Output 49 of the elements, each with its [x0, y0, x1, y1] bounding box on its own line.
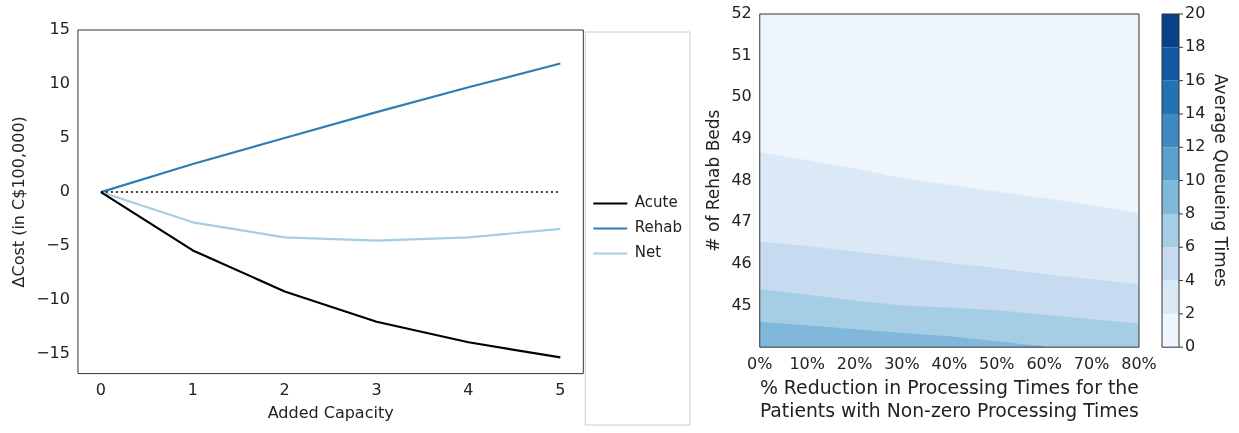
y-tick-label: 51 [731, 44, 752, 64]
color-bar-label: 18 [1185, 36, 1206, 56]
color-bar-label: 0 [1185, 336, 1196, 356]
color-bar-label: 14 [1185, 103, 1206, 123]
y-tick-label: 52 [731, 3, 752, 23]
x-tick-label: 70% [1073, 353, 1110, 373]
y-tick-label: −15 [36, 343, 70, 363]
x-tick-label: 2 [279, 380, 290, 400]
y-tick-label: 15 [49, 19, 70, 39]
x-tick-label: 20% [836, 353, 873, 373]
color-bar-label: 6 [1185, 236, 1196, 256]
legend-label: Net [634, 243, 662, 262]
y-axis-title: ΔCost (in C$100,000) [8, 116, 28, 288]
x-axis-title: Added Capacity [267, 402, 394, 422]
color-bar-label: 12 [1185, 136, 1206, 156]
color-bar-title: Average Queueing Times [1210, 73, 1231, 288]
x-tick-label: 10% [789, 353, 825, 373]
x-axis-title: % Reduction in Processing Times for the Patients with Non-zero Processing Times [759, 375, 1139, 421]
x-tick-label: 0 [95, 380, 107, 400]
y-tick-label: 0 [59, 181, 70, 201]
x-tick-label: 5 [555, 380, 566, 400]
color-bar-label: 16 [1185, 69, 1206, 89]
x-tick-label: 0% [747, 353, 773, 373]
y-tick-label: 5 [59, 127, 70, 147]
y-axis-title: # of Rehab Beds [702, 109, 723, 252]
y-tick-label: 46 [731, 253, 752, 273]
legend-label: Rehab [634, 218, 683, 237]
x-tick-label: 50% [979, 353, 1015, 373]
x-tick-label: 80% [1121, 353, 1157, 373]
x-tick-label: 3 [371, 380, 382, 400]
color-bar-label: 2 [1185, 303, 1196, 323]
legend-label: Acute [634, 193, 678, 212]
color-bar-label: 20 [1185, 3, 1206, 23]
y-tick-label: 50 [731, 86, 752, 106]
x-tick-label: 60% [1026, 353, 1062, 373]
color-bar-label: 10 [1185, 169, 1206, 189]
y-tick-label: −10 [36, 289, 70, 309]
x-tick-label: 4 [463, 380, 474, 400]
y-tick-label: 10 [49, 73, 70, 93]
x-tick-label: 1 [187, 380, 198, 400]
color-bar-label: 4 [1185, 269, 1196, 289]
y-tick-label: 48 [731, 169, 752, 189]
y-tick-label: 45 [731, 294, 752, 314]
y-tick-label: −5 [46, 235, 70, 255]
y-tick-label: 49 [731, 128, 752, 148]
x-tick-label: 40% [931, 353, 968, 373]
y-tick-label: 47 [731, 211, 752, 231]
x-tick-label: 30% [884, 353, 920, 373]
color-bar-label: 8 [1185, 203, 1196, 223]
